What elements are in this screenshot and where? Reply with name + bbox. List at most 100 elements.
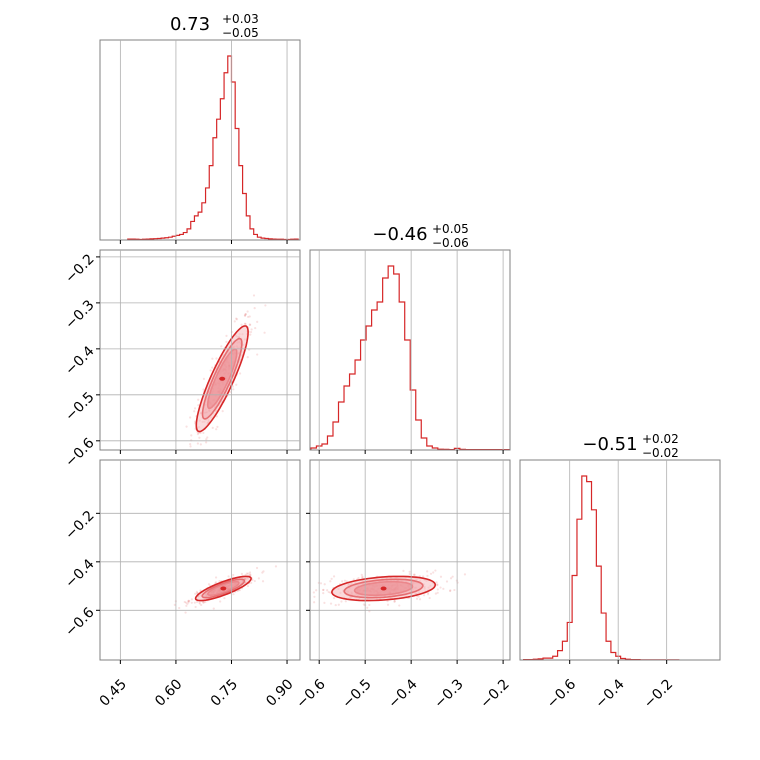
scatter-point (206, 436, 209, 439)
scatter-point (221, 409, 224, 413)
scatter-point (445, 580, 449, 583)
scatter-point (436, 583, 439, 587)
scatter-point (189, 416, 192, 419)
scatter-point (329, 591, 332, 594)
scatter-point (313, 595, 316, 598)
scatter-point (250, 581, 253, 584)
scatter-point (197, 404, 200, 407)
scatter-point (257, 577, 260, 580)
x-tick-label: −0.4 (385, 676, 420, 711)
scatter-point (225, 334, 228, 337)
scatter-point (214, 581, 218, 584)
scatter-point (190, 434, 193, 437)
axes-frame (99, 249, 301, 451)
scatter-point (255, 566, 259, 570)
axes-frame (99, 39, 301, 241)
scatter-point (244, 313, 247, 316)
scatter-point (429, 572, 433, 575)
x-tick-label: −0.2 (641, 676, 676, 711)
scatter-point (232, 593, 235, 596)
joint-panel-1-3 (99, 459, 301, 661)
scatter-point (198, 436, 201, 439)
scatter-point (329, 580, 332, 583)
x-tick-label: 0.45 (97, 676, 130, 709)
scatter-point (248, 323, 251, 326)
scatter-point (434, 569, 437, 572)
y-tick-label: −0.4 (62, 343, 97, 378)
scatter-point (185, 604, 188, 607)
scatter-point (246, 356, 249, 359)
scatter-point (329, 602, 333, 605)
joint-marks (173, 565, 278, 614)
scatter-point (368, 603, 371, 607)
title-err-plus: +0.05 (432, 222, 469, 236)
scatter-point (235, 318, 239, 321)
scatter-point (323, 601, 326, 604)
scatter-point (185, 425, 188, 428)
scatter-point (192, 453, 194, 455)
scatter-point (199, 589, 202, 592)
scatter-point (215, 357, 218, 360)
scatter-point (193, 407, 197, 410)
axes-frame (309, 459, 511, 661)
scatter-point (209, 369, 212, 372)
scatter-point (202, 601, 205, 604)
x-tick-label: −0.2 (477, 676, 512, 711)
scatter-point (248, 571, 252, 574)
scatter-point (195, 600, 199, 604)
scatter-point (233, 320, 236, 323)
scatter-point (196, 433, 200, 436)
scatter-point (361, 576, 364, 579)
scatter-point (249, 573, 252, 576)
scatter-point (194, 592, 197, 595)
scatter-point (398, 604, 401, 607)
scatter-point (435, 581, 438, 584)
scatter-point (306, 601, 308, 603)
histogram-series (127, 55, 299, 241)
scatter-point (249, 574, 252, 577)
scatter-point (167, 457, 169, 459)
axes-frame (99, 459, 301, 661)
scatter-point (244, 313, 247, 316)
scatter-point (337, 603, 340, 606)
x-tick-label: −0.5 (339, 676, 374, 711)
scatter-point (195, 590, 198, 594)
scatter-point (332, 575, 336, 578)
scatter-point (205, 457, 207, 459)
scatter-point (442, 587, 445, 590)
scatter-point (357, 577, 360, 580)
scatter-point (408, 572, 411, 576)
y-tick-label: −0.2 (62, 251, 97, 286)
scatter-point (264, 304, 267, 307)
scatter-point (453, 588, 456, 592)
scatter-point (183, 600, 186, 604)
axes-frame (519, 459, 721, 661)
scatter-point (207, 583, 211, 586)
scatter-point (212, 607, 215, 610)
scatter-point (322, 588, 325, 591)
y-tick-label: −0.5 (62, 389, 97, 424)
scatter-point (232, 388, 235, 391)
scatter-point (449, 589, 452, 593)
scatter-point (341, 580, 344, 583)
scatter-point (202, 601, 205, 604)
scatter-point (202, 377, 206, 380)
y-tick-label: −0.6 (62, 605, 97, 640)
scatter-point (313, 601, 316, 604)
scatter-point (322, 592, 325, 595)
scatter-point (187, 599, 190, 602)
scatter-point (244, 322, 247, 326)
scatter-point (344, 600, 347, 603)
title-err-minus: −0.05 (222, 26, 259, 40)
y-tick-label: −0.4 (62, 556, 97, 591)
scatter-point (248, 315, 251, 318)
scatter-point (245, 572, 248, 575)
scatter-point (449, 577, 453, 580)
scatter-point (449, 589, 452, 592)
scatter-point (178, 606, 181, 610)
scatter-point (256, 353, 259, 356)
scatter-point (204, 600, 207, 604)
scatter-point (249, 323, 252, 326)
scatter-point (215, 415, 218, 418)
histogram-panel-1: 0.73 +0.03−0.05 (99, 12, 301, 241)
